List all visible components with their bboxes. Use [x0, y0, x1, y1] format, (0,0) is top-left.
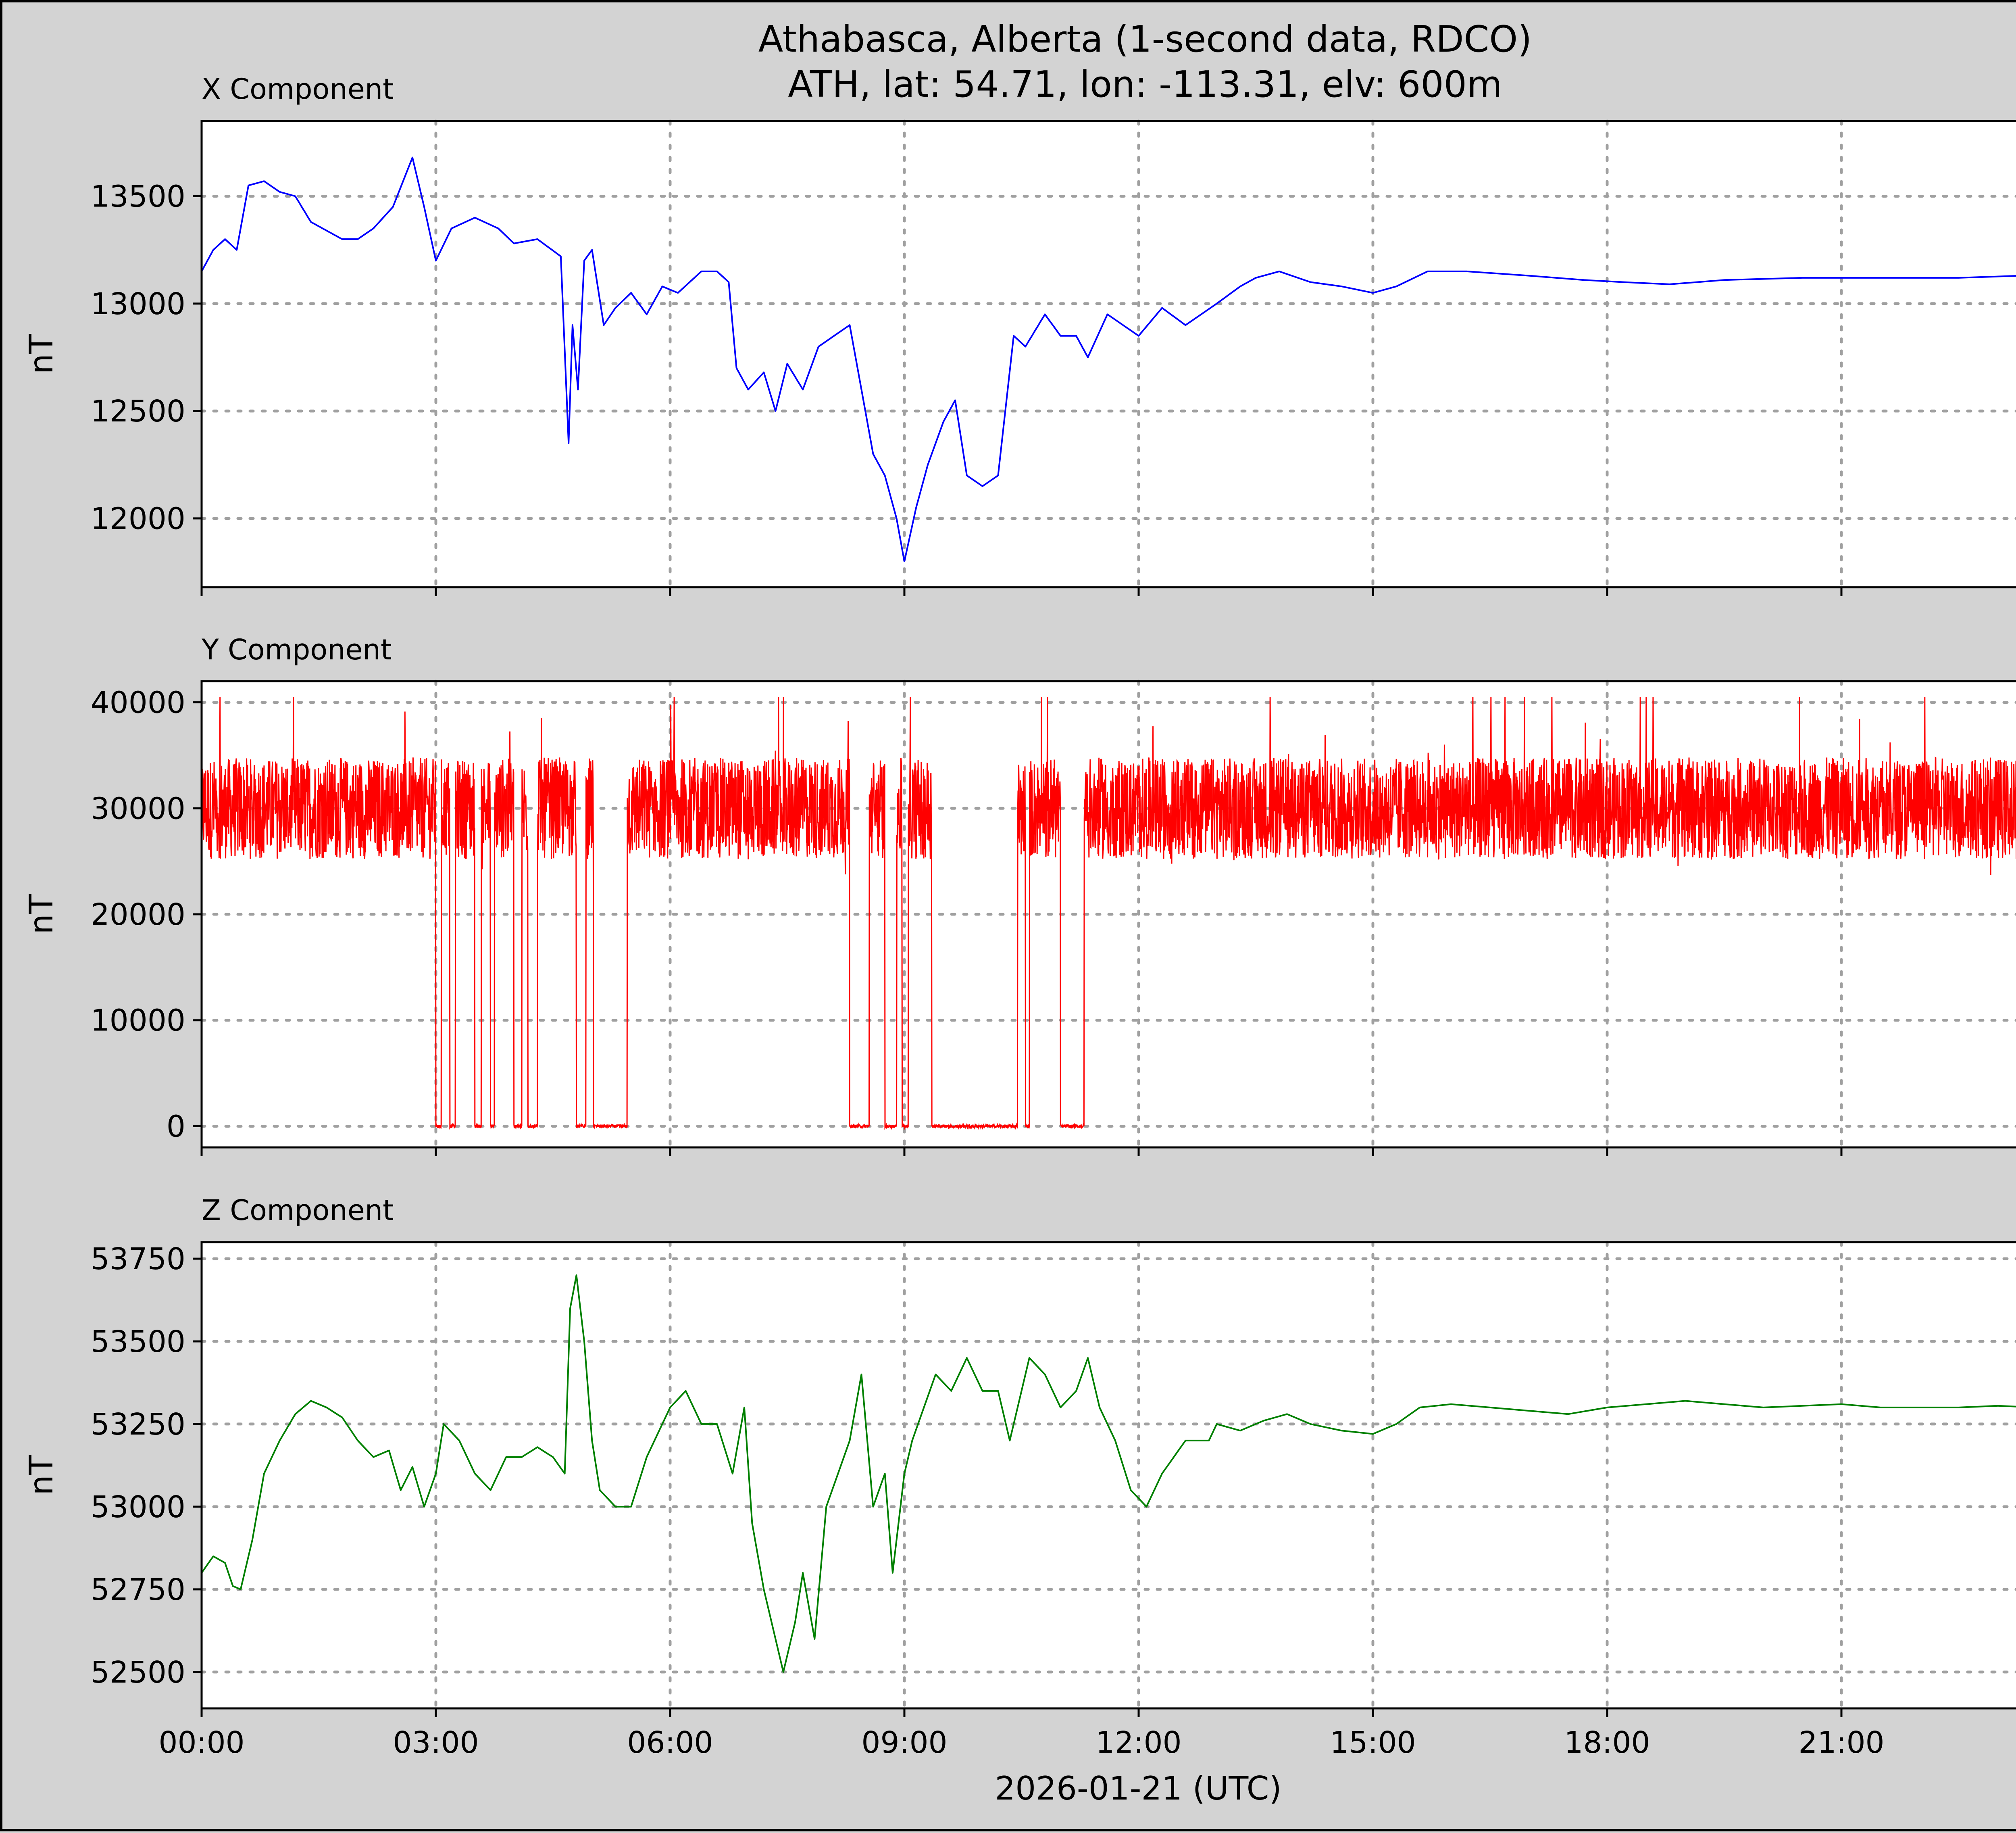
chart-panels: 12000 12500 13000 13500 X Component nT 0 10000 2… [23, 73, 2016, 1760]
axes-background-z [200, 1241, 2016, 1710]
y-tick-label: 52500 [91, 1655, 185, 1690]
panel-x: 12000 12500 13000 13500 X Component nT [23, 73, 2016, 596]
x-tick-label: 09:00 [861, 1725, 947, 1760]
y-tick-label: 12500 [91, 394, 185, 429]
figure-title-line2: ATH, lat: 54.71, lon: -113.31, elv: 600m [788, 63, 1502, 106]
panel-y: 0 10000 20000 30000 40000 Y Component nT [23, 633, 2016, 1156]
x-tick-label: 12:00 [1095, 1725, 1181, 1760]
panel-title-y: Y Component [201, 633, 392, 666]
y-axis-label-x: nT [23, 334, 60, 374]
series-line-y [201, 697, 2016, 1130]
y-tick-label: 30000 [91, 791, 185, 826]
y-tick-label: 13500 [91, 179, 185, 214]
y-tick-label: 0 [167, 1109, 185, 1144]
y-tick-label: 53500 [91, 1324, 185, 1359]
axes-frame-z [200, 1241, 2016, 1710]
x-axis-label: 2026-01-21 (UTC) [995, 1770, 1281, 1807]
series-line-z [201, 1274, 2016, 1673]
y-tick-label: 13000 [91, 287, 185, 321]
figure-title-line1: Athabasca, Alberta (1-second data, RDCO) [758, 18, 1532, 60]
panel-z: 52500 52750 53000 53250 53500 53750 Z Componen… [23, 1194, 2016, 1760]
y-tick-label: 53750 [91, 1242, 185, 1276]
y-tick-label: 40000 [91, 686, 185, 720]
series-line-x [201, 156, 2016, 563]
y-axis-label-y: nT [23, 894, 60, 934]
x-tick-label: 03:00 [393, 1725, 479, 1760]
y-tick-label: 10000 [91, 1003, 185, 1038]
x-tick-label: 06:00 [627, 1725, 713, 1760]
y-axis-label-z: nT [23, 1455, 60, 1495]
panel-title-z: Z Component [202, 1194, 394, 1227]
axes-frame-y [200, 680, 2016, 1149]
y-tick-label: 20000 [91, 897, 185, 932]
axes-background-x [200, 120, 2016, 588]
axes-frame-x [200, 120, 2016, 588]
x-tick-label: 21:00 [1798, 1725, 1884, 1760]
y-tick-label: 53000 [91, 1490, 185, 1524]
y-tick-label: 12000 [91, 502, 185, 536]
x-tick-label: 18:00 [1564, 1725, 1650, 1760]
x-tick-label: 15:00 [1330, 1725, 1416, 1760]
y-tick-label: 53250 [91, 1407, 185, 1442]
y-tick-label: 52750 [91, 1572, 185, 1607]
x-tick-label: 00:00 [158, 1725, 244, 1760]
panel-title-x: X Component [202, 73, 394, 106]
